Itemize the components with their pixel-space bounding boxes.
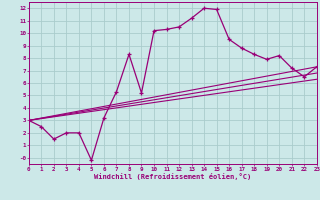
X-axis label: Windchill (Refroidissement éolien,°C): Windchill (Refroidissement éolien,°C) <box>94 173 252 180</box>
